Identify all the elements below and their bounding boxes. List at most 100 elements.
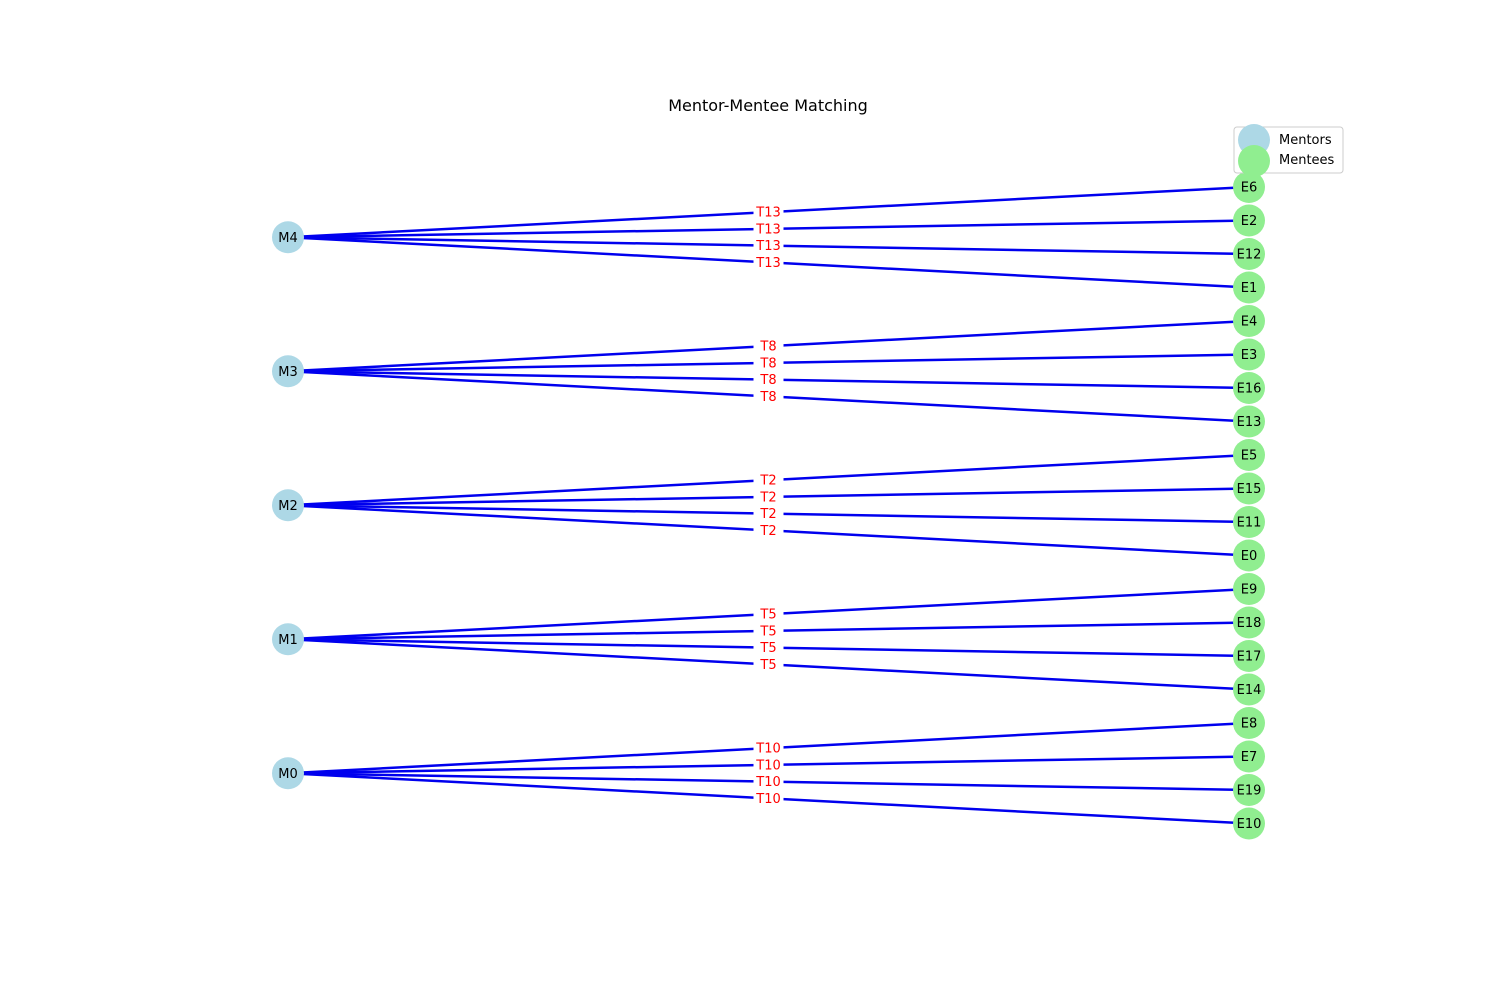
mentee-label-e4: E4 <box>1241 315 1258 330</box>
legend-mentee-marker <box>1238 145 1270 177</box>
mentor-node-m4 <box>272 221 304 254</box>
mentee-label-e2: E2 <box>1241 214 1258 229</box>
edge-label-bg <box>753 640 784 654</box>
mentee-label-e1: E1 <box>1241 281 1258 296</box>
edge-label-bg <box>753 741 784 755</box>
edge-label-m0-e19: T10 <box>753 774 784 790</box>
edge-label-text: T13 <box>755 222 780 237</box>
mentee-node-e12 <box>1233 238 1265 270</box>
edge-label-text: T13 <box>755 206 780 221</box>
edge-label-text: T5 <box>759 658 776 673</box>
mentee-label-e6: E6 <box>1241 181 1258 196</box>
mentee-node-e6 <box>1233 171 1265 203</box>
edge-label-text: T10 <box>755 758 780 773</box>
edge-label-m0-e7: T10 <box>753 757 784 773</box>
mentee-label-e13: E13 <box>1237 415 1262 430</box>
edge-label-bg <box>753 757 784 771</box>
edge-label-m2-e11: T2 <box>753 506 784 522</box>
edge-label-m4-e1: T13 <box>753 255 784 271</box>
mentee-label-e8: E8 <box>1241 717 1258 732</box>
mentee-node-e0 <box>1233 539 1265 572</box>
mentee-label-e3: E3 <box>1241 348 1258 363</box>
edge-label-text: T5 <box>759 608 776 623</box>
edge-label-text: T10 <box>755 775 780 790</box>
edge-label-text: T2 <box>759 507 776 522</box>
mentee-node-e1 <box>1233 271 1265 304</box>
mentee-label-e15: E15 <box>1237 482 1262 497</box>
edge-label-text: T13 <box>755 239 780 254</box>
legend-mentees-label: Mentees <box>1279 153 1335 168</box>
mentee-label-e12: E12 <box>1237 248 1262 263</box>
nodes-layer: E6 E2 E12 E1 M4 E4 E3 E16 E13 M3 E5 E15 E11 E0 M2 E9 E18… <box>272 171 1265 840</box>
edge-label-text: T8 <box>759 356 776 371</box>
edge-label-bg <box>753 389 784 403</box>
mentee-node-e18 <box>1233 606 1265 639</box>
edge-label-bg <box>753 355 784 369</box>
edge-label-m3-e16: T8 <box>753 372 784 388</box>
mentee-node-e7 <box>1233 740 1265 773</box>
edge-label-bg <box>753 489 784 503</box>
mentee-label-e0: E0 <box>1241 549 1258 564</box>
mentee-node-e10 <box>1233 807 1265 840</box>
mentee-node-e5 <box>1233 439 1265 471</box>
edge-label-bg <box>753 607 784 621</box>
mentee-node-e9 <box>1233 573 1265 605</box>
mentor-node-m1 <box>272 623 304 656</box>
edge-label-m4-e2: T13 <box>753 221 784 237</box>
edge-label-m4-e12: T13 <box>753 238 784 254</box>
edge-label-bg <box>753 339 784 353</box>
edge-label-bg <box>753 791 784 805</box>
mentee-label-e5: E5 <box>1241 449 1258 464</box>
edge-label-m1-e17: T5 <box>753 640 784 656</box>
edge-label-m2-e0: T2 <box>753 523 784 539</box>
edge-label-bg <box>753 523 784 537</box>
edge-label-m2-e15: T2 <box>753 489 784 505</box>
mentee-label-e17: E17 <box>1237 650 1262 665</box>
edge-label-bg <box>753 238 784 252</box>
edge-label-bg <box>753 205 784 219</box>
mentee-node-e11 <box>1233 506 1265 538</box>
edge-label-bg <box>753 372 784 386</box>
edge-label-text: T5 <box>759 641 776 656</box>
mentor-label-m4: M4 <box>278 231 298 246</box>
graph-title: Mentor-Mentee Matching <box>668 96 868 115</box>
edge-label-m0-e10: T10 <box>753 791 784 807</box>
edge-label-m4-e6: T13 <box>753 205 784 221</box>
mentee-node-e19 <box>1233 774 1265 806</box>
mentor-label-m1: M1 <box>278 633 298 648</box>
mentor-node-m3 <box>272 355 304 388</box>
mentee-node-e8 <box>1233 707 1265 739</box>
legend-mentors-label: Mentors <box>1279 133 1332 148</box>
mentor-node-m0 <box>272 757 304 790</box>
edge-label-m1-e9: T5 <box>753 607 784 623</box>
mentee-label-e10: E10 <box>1237 817 1262 832</box>
edge-label-bg <box>753 623 784 637</box>
mentor-label-m0: M0 <box>278 767 298 782</box>
edge-label-text: T2 <box>759 490 776 505</box>
edge-label-text: T5 <box>759 624 776 639</box>
mentee-label-e16: E16 <box>1237 382 1262 397</box>
edge-label-m2-e5: T2 <box>753 473 784 489</box>
edge-labels-layer: T13T13T13T13T8T8T8T8T2T2T2T2T5T5T5T5T10T… <box>753 205 784 807</box>
mentor-node-m2 <box>272 489 304 522</box>
edge-label-m3-e4: T8 <box>753 339 784 355</box>
mentee-label-e7: E7 <box>1241 750 1258 765</box>
edge-label-text: T8 <box>759 390 776 405</box>
mentee-node-e14 <box>1233 673 1265 706</box>
mentor-label-m3: M3 <box>278 365 298 380</box>
edge-label-m3-e3: T8 <box>753 355 784 371</box>
edge-label-m0-e8: T10 <box>753 741 784 757</box>
edge-label-bg <box>753 221 784 235</box>
edge-label-bg <box>753 255 784 269</box>
mentee-node-e2 <box>1233 204 1265 237</box>
mentee-label-e18: E18 <box>1237 616 1262 631</box>
mentee-node-e4 <box>1233 305 1265 337</box>
edge-label-bg <box>753 657 784 671</box>
mentee-label-e14: E14 <box>1237 683 1262 698</box>
edge-label-bg <box>753 506 784 520</box>
mentee-node-e3 <box>1233 338 1265 371</box>
edge-label-text: T2 <box>759 524 776 539</box>
edge-label-text: T8 <box>759 340 776 355</box>
mentee-node-e13 <box>1233 405 1265 438</box>
